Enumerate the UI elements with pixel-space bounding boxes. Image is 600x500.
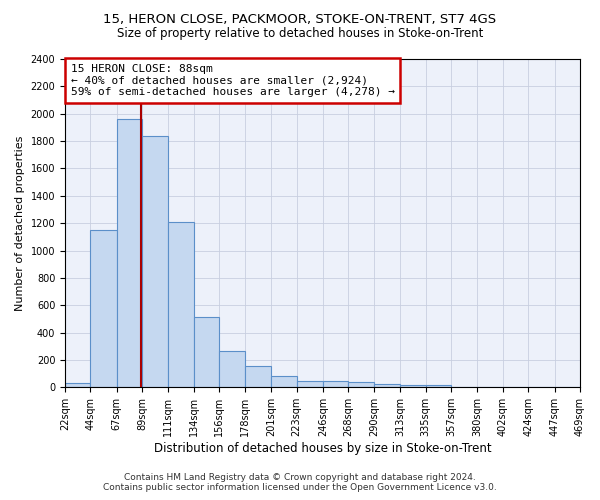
Bar [65,383,91,388]
Text: Contains HM Land Registry data © Crown copyright and database right 2024.
Contai: Contains HM Land Registry data © Crown c… [103,473,497,492]
Text: 15, HERON CLOSE, PACKMOOR, STOKE-ON-TRENT, ST7 4GS: 15, HERON CLOSE, PACKMOOR, STOKE-ON-TREN… [103,12,497,26]
Bar [142,136,167,388]
Bar [271,376,296,388]
Bar [194,317,220,388]
Y-axis label: Number of detached properties: Number of detached properties [15,136,25,311]
Bar [91,230,117,388]
Bar [296,380,323,388]
Bar [374,384,400,388]
Bar [349,382,374,388]
Bar [503,386,528,388]
Bar [528,386,554,388]
Bar [425,386,451,388]
Text: Size of property relative to detached houses in Stoke-on-Trent: Size of property relative to detached ho… [117,28,483,40]
Bar [400,384,425,388]
Bar [220,351,245,388]
Bar [451,386,478,388]
Bar [245,366,271,388]
Bar [167,222,194,388]
Bar [117,119,142,388]
Bar [323,381,349,388]
Text: 15 HERON CLOSE: 88sqm
← 40% of detached houses are smaller (2,924)
59% of semi-d: 15 HERON CLOSE: 88sqm ← 40% of detached … [71,64,395,97]
Bar [478,386,503,388]
Bar [554,386,580,388]
X-axis label: Distribution of detached houses by size in Stoke-on-Trent: Distribution of detached houses by size … [154,442,491,455]
